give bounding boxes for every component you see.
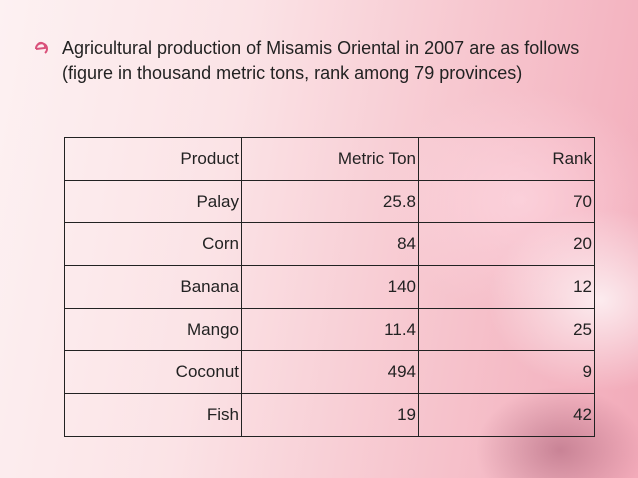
table-cell: 25.8 (241, 180, 419, 224)
table-cell: Palay (64, 180, 242, 224)
table-cell: 84 (241, 222, 419, 267)
table-row: Palay 25.8 70 (64, 180, 595, 224)
table-cell: 12 (418, 265, 595, 309)
table-cell: 494 (241, 350, 419, 395)
table-cell: 70 (418, 180, 595, 224)
table-cell: Banana (64, 265, 242, 309)
table-cell: 9 (418, 350, 595, 395)
production-table: Product Metric Ton Rank Palay 25.8 70 Corn 84 20… (64, 137, 595, 437)
header-cell: Product (64, 137, 242, 181)
header-row: Product Metric Ton Rank (64, 137, 595, 181)
table-row: Coconut 494 9 (64, 350, 595, 395)
table-cell: Mango (64, 308, 242, 352)
table-row: Fish 19 42 (64, 393, 595, 437)
table-cell: 140 (241, 265, 419, 309)
table-row: Corn 84 20 (64, 222, 595, 267)
header-cell: Rank (418, 137, 595, 181)
table-row: Mango 11.4 25 (64, 308, 595, 352)
bullet-icon (34, 41, 48, 54)
table-cell: Corn (64, 222, 242, 267)
intro-text: Agricultural production of Misamis Orien… (62, 38, 580, 83)
table-cell: Coconut (64, 350, 242, 395)
table-cell: 11.4 (241, 308, 419, 352)
table-cell: 20 (418, 222, 595, 267)
table-cell: 19 (241, 393, 419, 437)
table-body: Product Metric Ton Rank Palay 25.8 70 Corn 84 20… (64, 137, 595, 437)
table-cell: 25 (418, 308, 595, 352)
table-row: Banana 140 12 (64, 265, 595, 309)
header-cell: Metric Ton (241, 137, 419, 181)
table-cell: Fish (64, 393, 242, 437)
table-cell: 42 (418, 393, 595, 437)
